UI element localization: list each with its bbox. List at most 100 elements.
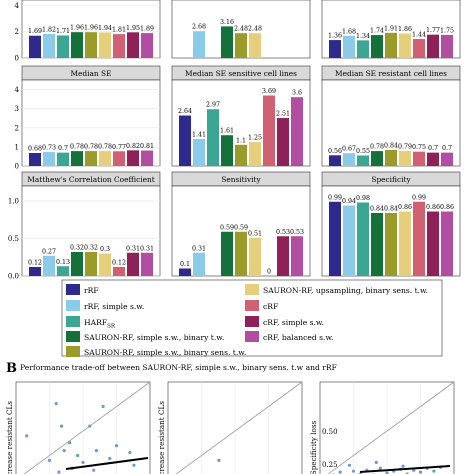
data-label: 0.59 — [234, 224, 248, 231]
bar-7 — [112, 151, 126, 166]
legend-swatch — [66, 346, 80, 357]
data-label: 0.32 — [84, 245, 98, 252]
data-label: 1.34 — [356, 33, 370, 40]
scatter-point — [351, 469, 356, 473]
scatter-plot-1: SE increase resistant CLs — [5, 381, 151, 474]
legend-label: cRF, balanced s.w. — [263, 333, 333, 342]
bar-9 — [440, 211, 454, 276]
data-label: 0.78 — [98, 144, 112, 151]
scatter-point — [378, 466, 382, 470]
identity-line — [23, 381, 151, 474]
bar-6 — [98, 253, 112, 276]
bar-8 — [276, 118, 290, 166]
bar-6 — [398, 33, 412, 58]
bar-9 — [140, 252, 154, 276]
data-label: 1.75 — [440, 27, 454, 34]
bar-7 — [262, 95, 276, 166]
data-label: 0.84 — [384, 206, 398, 213]
data-label: 2.64 — [178, 108, 192, 115]
data-label: 0.53 — [290, 229, 304, 236]
y-tick-label: 0.50 — [322, 428, 338, 436]
y-tick-label: 1 — [15, 143, 19, 151]
bar-2 — [192, 139, 206, 166]
bar-5 — [384, 32, 398, 58]
bar-7 — [112, 267, 126, 276]
legend-swatch — [66, 300, 80, 311]
data-label: 1.61 — [220, 128, 234, 135]
legend-swatch — [66, 284, 80, 295]
bar-9 — [440, 152, 454, 166]
legend-swatch — [245, 316, 259, 327]
data-label: 0.55 — [356, 148, 370, 155]
data-label: 1.95 — [126, 25, 140, 32]
bar-5 — [384, 149, 398, 166]
bar-4 — [370, 35, 384, 58]
scatter-point — [132, 463, 136, 467]
facet-title: Matthew's Correlation Coefficient — [27, 175, 154, 184]
data-label: 1.86 — [398, 26, 412, 33]
bar-chart-2: 2.683.162.48 2.48 — [171, 0, 311, 59]
data-label: 0.53 — [276, 229, 290, 236]
bar-7 — [412, 39, 426, 58]
y-tick-label: 2 — [15, 124, 19, 132]
bar-8 — [426, 211, 440, 276]
scatter-point — [94, 449, 98, 453]
data-label: 2.51 — [276, 111, 290, 118]
scatter-point — [88, 424, 92, 428]
bar-1 — [28, 35, 42, 58]
y-axis-label: SE increase resistant CLs — [5, 401, 14, 474]
bar-5 — [84, 252, 98, 276]
bar-4 — [220, 26, 234, 58]
legend-item: cRF — [245, 300, 278, 311]
legend-item: rRF — [66, 284, 99, 295]
bar-3 — [206, 109, 220, 166]
bar-4 — [370, 151, 384, 166]
y-axis-label: Specificity loss — [309, 420, 318, 474]
data-label: 1.94 — [98, 25, 112, 32]
data-label: 1.71 — [56, 28, 70, 35]
bar-6 — [248, 33, 262, 58]
bar-5 — [234, 231, 248, 276]
data-label: 0.79 — [398, 143, 412, 150]
bar-6 — [248, 142, 262, 166]
bar-6 — [398, 211, 412, 276]
bar-2 — [342, 153, 356, 166]
data-label: 0.68 — [28, 146, 42, 153]
bar-5 — [84, 151, 98, 166]
bar-4 — [220, 231, 234, 276]
facet-title: Median SE sensitive cell lines — [185, 69, 297, 78]
bar-4 — [70, 32, 84, 58]
bar-5 — [384, 213, 398, 276]
data-label: 1.36 — [328, 33, 342, 40]
data-label: 0.78 — [84, 144, 98, 151]
data-label: 1.96 — [70, 25, 84, 32]
facet-title: Median SE resistant cell lines — [335, 69, 447, 78]
bar-7 — [412, 201, 426, 276]
data-label: 2.97 — [206, 102, 220, 109]
bar-chart-7: Matthew's Correlation Coefficient 0.0 0.5 1… — [8, 171, 161, 281]
data-label: 1.91 — [384, 25, 398, 32]
identity-line — [327, 381, 455, 474]
data-label: 3.6 — [292, 90, 302, 97]
bar-2 — [42, 152, 56, 166]
data-label: 0 — [267, 269, 271, 276]
data-label: 1.82 — [42, 27, 56, 34]
data-label: 0.86 — [426, 204, 440, 211]
bar-3 — [356, 155, 370, 166]
bar-1 — [28, 267, 42, 276]
y-tick-label: 4 — [15, 86, 20, 94]
bar-1 — [328, 40, 342, 58]
bar-4 — [370, 213, 384, 276]
scatter-point — [385, 471, 389, 474]
data-label: 0.84 — [370, 206, 384, 213]
data-label: 0.7 — [428, 145, 438, 152]
scatter-point — [347, 463, 352, 467]
bar-chart-3: 1.361.681.341.74 1.91 1.861.441.77 1.75 — [321, 0, 461, 59]
bar-1 — [328, 155, 342, 166]
bar-5 — [234, 144, 248, 166]
bar-3 — [56, 152, 70, 166]
